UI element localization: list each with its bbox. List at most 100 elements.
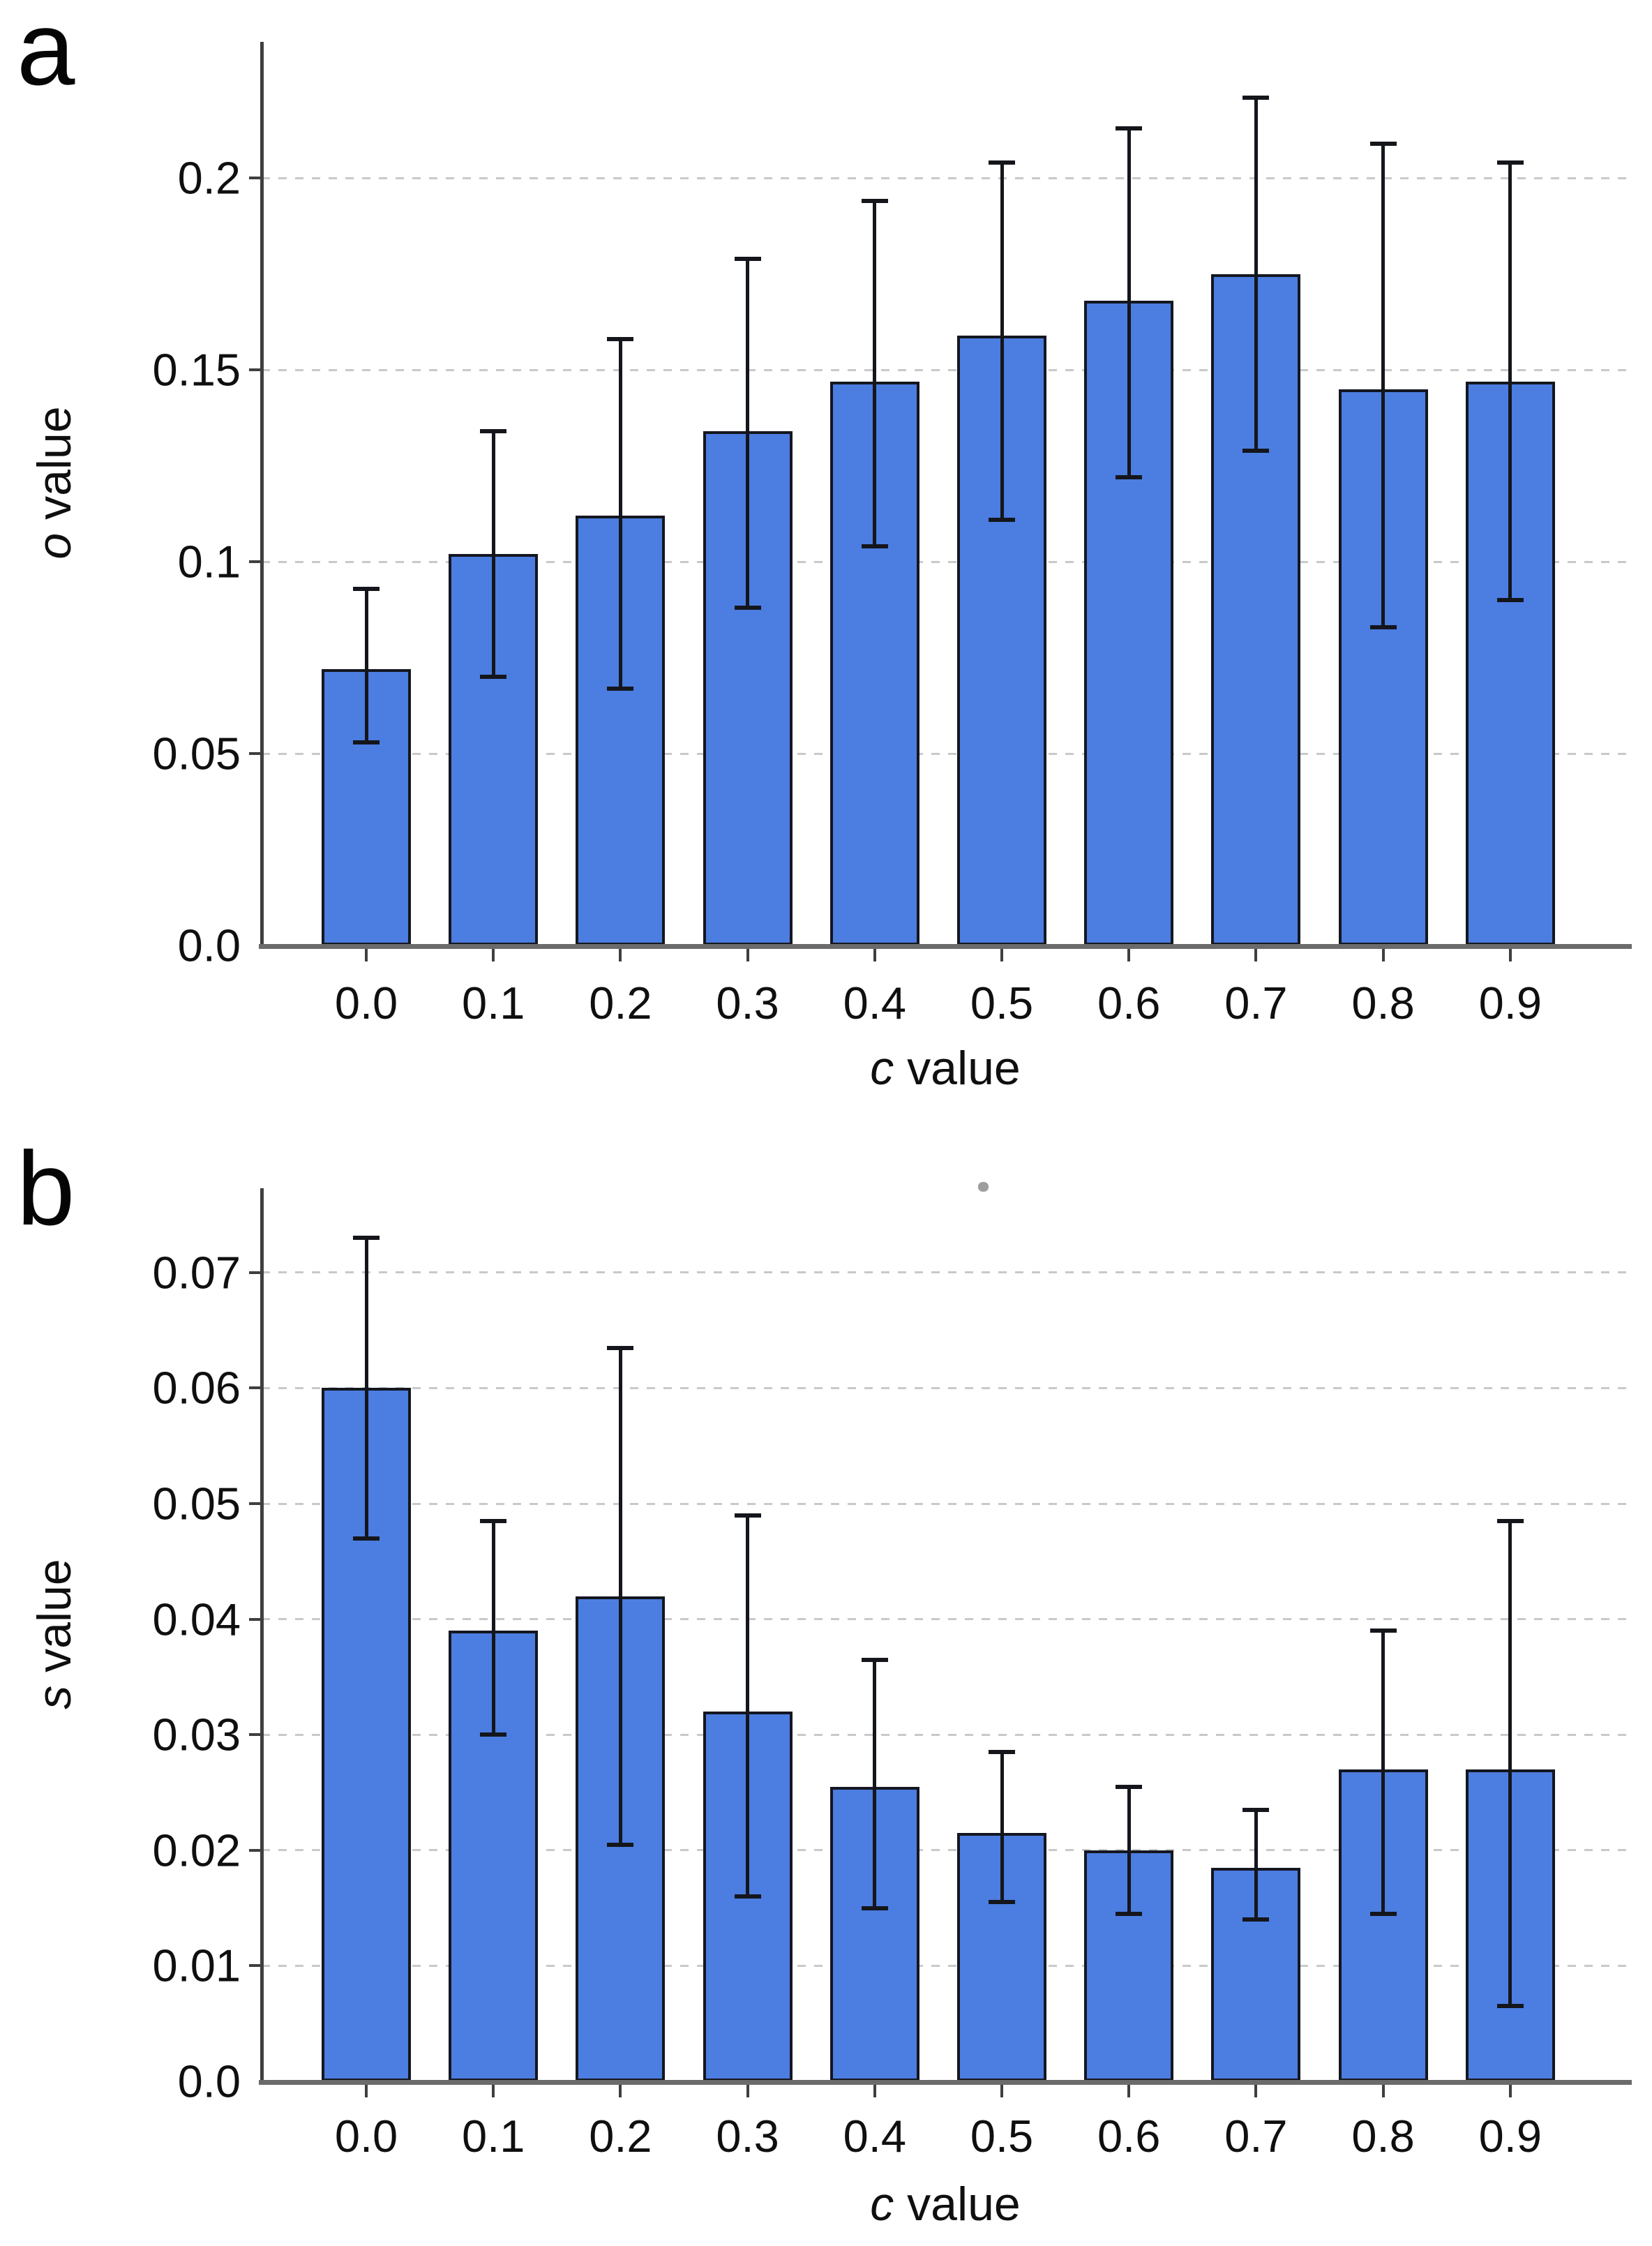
y-tick-label: 0.15 — [152, 344, 241, 396]
x-tick-label: 0.0 — [334, 2111, 398, 2162]
x-axis-tick — [873, 948, 876, 961]
error-bar-cap-bottom — [607, 686, 634, 691]
error-bar-cap-bottom — [1242, 1917, 1270, 1922]
gridline — [262, 1618, 1629, 1621]
error-bar-cap-top — [989, 1750, 1015, 1755]
error-bar-cap-top — [1496, 1518, 1524, 1523]
y-tick-label: 0.06 — [152, 1362, 241, 1414]
error-bar-cap-bottom — [1369, 624, 1397, 629]
x-axis-tick — [746, 2083, 749, 2097]
y-axis-tick — [249, 752, 262, 756]
y-axis-line — [260, 1188, 264, 2084]
x-tick-label: 0.9 — [1478, 2111, 1542, 2162]
y-axis-tick — [249, 368, 262, 372]
x-tick-label: 0.8 — [1351, 2111, 1415, 2162]
error-bar-cap-bottom — [1496, 2004, 1524, 2009]
error-bar-cap-bottom — [353, 740, 380, 744]
x-axis-tick — [1254, 2083, 1258, 2097]
error-bar-cap-top — [861, 1657, 888, 1662]
error-bar-whisker — [1000, 163, 1004, 520]
x-axis-variable-letter: c — [870, 2178, 894, 2231]
y-tick-label: 0.01 — [152, 1940, 241, 1991]
x-tick-label: 0.6 — [1097, 2111, 1161, 2162]
y-axis-title: s value — [28, 1559, 81, 1709]
x-tick-label: 0.0 — [334, 978, 398, 1028]
x-axis-tick — [1000, 2083, 1003, 2097]
error-bar-cap-bottom — [1116, 1911, 1143, 1916]
y-axis-tick — [249, 1271, 262, 1274]
error-bar-cap-top — [734, 1513, 761, 1518]
y-axis-tick — [249, 560, 262, 564]
error-bar-whisker — [364, 588, 368, 742]
x-axis-tick — [1508, 2083, 1512, 2097]
error-bar-whisker — [1127, 128, 1131, 478]
error-bar-cap-top — [1116, 1784, 1143, 1789]
y-axis-tick — [249, 1617, 262, 1621]
y-axis-tick — [249, 1848, 262, 1852]
error-bar-cap-top — [607, 337, 634, 342]
stray-dot-artifact — [978, 1182, 989, 1192]
error-bar-whisker — [1508, 1520, 1512, 2007]
error-bar-cap-bottom — [480, 1732, 507, 1737]
x-tick-label: 0.1 — [462, 978, 525, 1028]
gridline — [262, 1386, 1629, 1389]
panel-b-letter: b — [17, 1130, 75, 1247]
error-bar-whisker — [1508, 163, 1512, 601]
error-bar-whisker — [364, 1238, 368, 1538]
y-tick-label: 0.03 — [152, 1709, 241, 1760]
gridline — [262, 177, 1629, 179]
x-tick-label: 0.2 — [589, 978, 652, 1028]
error-bar-cap-top — [480, 1518, 507, 1523]
y-tick-label: 0.05 — [152, 1478, 241, 1529]
x-tick-label: 0.3 — [716, 978, 779, 1028]
x-axis-tick — [1381, 2083, 1385, 2097]
error-bar-cap-top — [861, 199, 888, 204]
error-bar-cap-top — [607, 1345, 634, 1350]
error-bar-cap-bottom — [1116, 475, 1143, 480]
gridline — [262, 1733, 1629, 1736]
y-tick-label: 0.0 — [177, 920, 241, 971]
gridline — [262, 560, 1629, 563]
x-axis-tick — [619, 948, 622, 961]
x-axis-tick — [365, 948, 368, 961]
x-axis-tick — [1254, 948, 1258, 961]
gridline — [262, 752, 1629, 755]
x-tick-label: 0.3 — [716, 2111, 779, 2162]
y-tick-label: 0.0 — [177, 2056, 241, 2107]
error-bar-cap-top — [1116, 126, 1143, 130]
x-axis-tick — [1127, 948, 1131, 961]
gridline — [262, 1271, 1629, 1274]
error-bar-cap-bottom — [861, 1906, 888, 1910]
x-tick-label: 0.9 — [1478, 978, 1542, 1028]
y-tick-label: 0.05 — [152, 728, 241, 779]
x-axis-tick — [746, 948, 749, 961]
bar — [1084, 1850, 1174, 2081]
x-tick-label: 0.2 — [589, 2111, 652, 2162]
gridline — [262, 1964, 1629, 1967]
y-axis-title: o value — [28, 406, 81, 560]
error-bar-whisker — [491, 431, 495, 677]
x-tick-label: 0.5 — [970, 978, 1034, 1028]
error-bar-cap-top — [989, 160, 1015, 165]
error-bar-whisker — [1381, 1631, 1386, 1914]
y-tick-label: 0.07 — [152, 1247, 241, 1298]
x-axis-tick — [1000, 948, 1003, 961]
error-bar-whisker — [746, 1515, 750, 1897]
x-axis-tick — [1508, 948, 1512, 961]
x-axis-variable-letter: c — [870, 1042, 894, 1095]
y-tick-label: 0.2 — [177, 152, 241, 204]
bar — [957, 335, 1046, 945]
y-axis-tick — [249, 1733, 262, 1737]
error-bar-cap-bottom — [1369, 1911, 1397, 1916]
error-bar-cap-bottom — [607, 1842, 634, 1847]
x-axis-line — [259, 944, 1632, 949]
x-axis-tick — [365, 2083, 368, 2097]
x-axis-line — [259, 2080, 1632, 2085]
x-tick-label: 0.4 — [843, 978, 906, 1028]
error-bar-cap-bottom — [1242, 448, 1270, 453]
x-axis-tick — [492, 2083, 495, 2097]
x-tick-label: 0.8 — [1351, 978, 1415, 1028]
gridline — [262, 1502, 1629, 1505]
x-tick-label: 0.5 — [970, 2111, 1034, 2162]
